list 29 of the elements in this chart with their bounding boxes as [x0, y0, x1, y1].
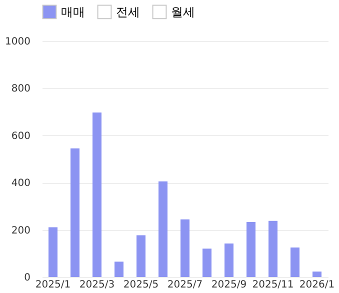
bar	[158, 181, 168, 277]
legend-label: 월세	[171, 4, 195, 19]
bar	[136, 235, 146, 277]
bar	[180, 219, 190, 277]
y-tick-label: 400	[11, 178, 30, 190]
bar	[114, 262, 124, 277]
x-tick-label: 2025/7	[167, 280, 203, 290]
bar	[268, 220, 278, 277]
x-tick-label: 2025/1	[35, 280, 71, 290]
bar	[92, 112, 102, 277]
x-tick-label: 2026/1	[299, 280, 335, 290]
y-tick-label: 800	[11, 84, 30, 95]
bar	[48, 227, 58, 277]
legend-label: 매매	[61, 4, 85, 19]
bar	[202, 248, 212, 277]
bar	[246, 222, 256, 277]
legend-label: 전세	[116, 4, 140, 19]
x-tick-label: 2025/9	[211, 280, 247, 290]
y-tick-label: 200	[11, 225, 30, 236]
bar	[290, 248, 300, 277]
x-tick-label: 2025/11	[252, 280, 294, 290]
bar	[312, 272, 322, 277]
x-tick-label: 2025/5	[123, 280, 159, 290]
bar	[224, 243, 234, 277]
y-tick-label: 600	[11, 130, 30, 142]
y-tick-label: 0	[24, 272, 30, 284]
x-tick-label: 2025/3	[79, 280, 115, 290]
bar	[70, 148, 80, 277]
y-tick-label: 1000	[5, 36, 30, 48]
